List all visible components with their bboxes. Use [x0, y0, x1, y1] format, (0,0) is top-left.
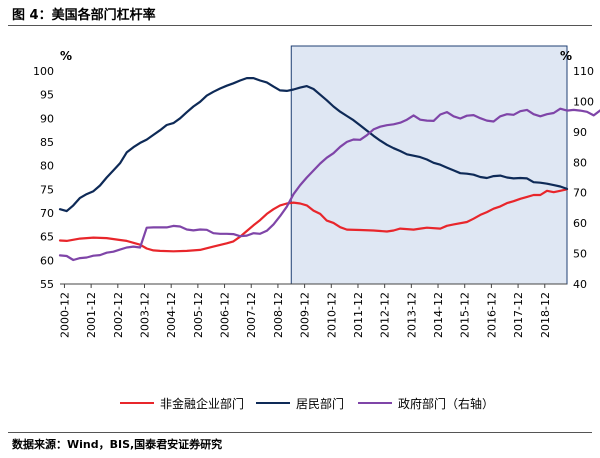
right-tick-label: 100 [573, 95, 594, 108]
right-axis-unit: % [560, 49, 572, 63]
x-tick-label: 2015-12 [459, 292, 472, 338]
left-tick-label: 60 [40, 254, 54, 267]
x-tick-label: 2013-12 [405, 292, 418, 338]
x-tick-label: 2001-12 [85, 292, 98, 338]
x-tick-label: 2009-12 [299, 292, 312, 338]
legend-household: 居民部门 [256, 395, 344, 411]
legend-swatch-gov [358, 402, 392, 404]
shaded-period-layer [290, 45, 568, 285]
x-tick-label: 2011-12 [352, 292, 365, 338]
series-layer [58, 77, 600, 262]
left-tick-label: 85 [40, 136, 54, 149]
left-tick-label: 80 [40, 160, 54, 173]
x-tick-label: 2003-12 [139, 292, 152, 338]
legend-nonfin: 非金融企业部门 [120, 395, 244, 411]
series-line-nonfin [58, 188, 569, 253]
x-tick-label: 2007-12 [245, 292, 258, 338]
x-tick-label: 2017-12 [512, 292, 525, 338]
x-tick-label: 2000-12 [58, 292, 71, 338]
x-tick-label: 2018-12 [539, 292, 552, 338]
left-tick-label: 70 [40, 207, 54, 220]
legend-swatch-nonfin [120, 402, 154, 404]
left-axis-unit: % [60, 49, 72, 63]
right-tick-label: 110 [573, 65, 594, 78]
x-tick-label: 2014-12 [432, 292, 445, 338]
series-line-gov [58, 107, 600, 262]
right-tick-label: 50 [573, 248, 587, 261]
left-tick-label: 75 [40, 183, 54, 196]
title-divider [8, 25, 592, 26]
right-tick-label: 90 [573, 126, 587, 139]
left-tick-label: 100 [33, 65, 54, 78]
x-tick-label: 2008-12 [272, 292, 285, 338]
x-tick-label: 2004-12 [165, 292, 178, 338]
left-tick-label: 55 [40, 278, 54, 291]
right-tick-label: 80 [573, 156, 587, 169]
legend-label-gov: 政府部门（右轴） [398, 396, 495, 411]
x-tick-label: 2010-12 [325, 292, 338, 338]
source-divider [8, 432, 592, 433]
left-tick-label: 65 [40, 231, 54, 244]
legend-swatch-household [256, 402, 290, 404]
axes-layer: 55 60 65 70 75 80 85 90 95 100 40 50 60 70 80 90 100 110 2… [33, 65, 594, 338]
figure-title: 图 4：美国各部门杠杆率 [12, 8, 156, 23]
legend-label-household: 居民部门 [296, 396, 345, 411]
right-tick-label: 40 [573, 278, 587, 291]
left-tick-label: 95 [40, 89, 54, 102]
right-tick-label: 70 [573, 187, 587, 200]
right-tick-label: 60 [573, 217, 587, 230]
source-note: 数据来源：Wind，BIS,国泰君安证券研究 [12, 438, 223, 451]
series-line-household [58, 77, 569, 213]
left-tick-label: 90 [40, 112, 54, 125]
x-tick-label: 2016-12 [485, 292, 498, 338]
x-tick-label: 2002-12 [112, 292, 125, 338]
x-tick-label: 2012-12 [379, 292, 392, 338]
legend-gov: 政府部门（右轴） [358, 395, 494, 411]
shaded-period [290, 45, 568, 285]
legend-label-nonfin: 非金融企业部门 [160, 396, 245, 411]
x-tick-label: 2005-12 [192, 292, 205, 338]
x-tick-label: 2006-12 [219, 292, 232, 338]
